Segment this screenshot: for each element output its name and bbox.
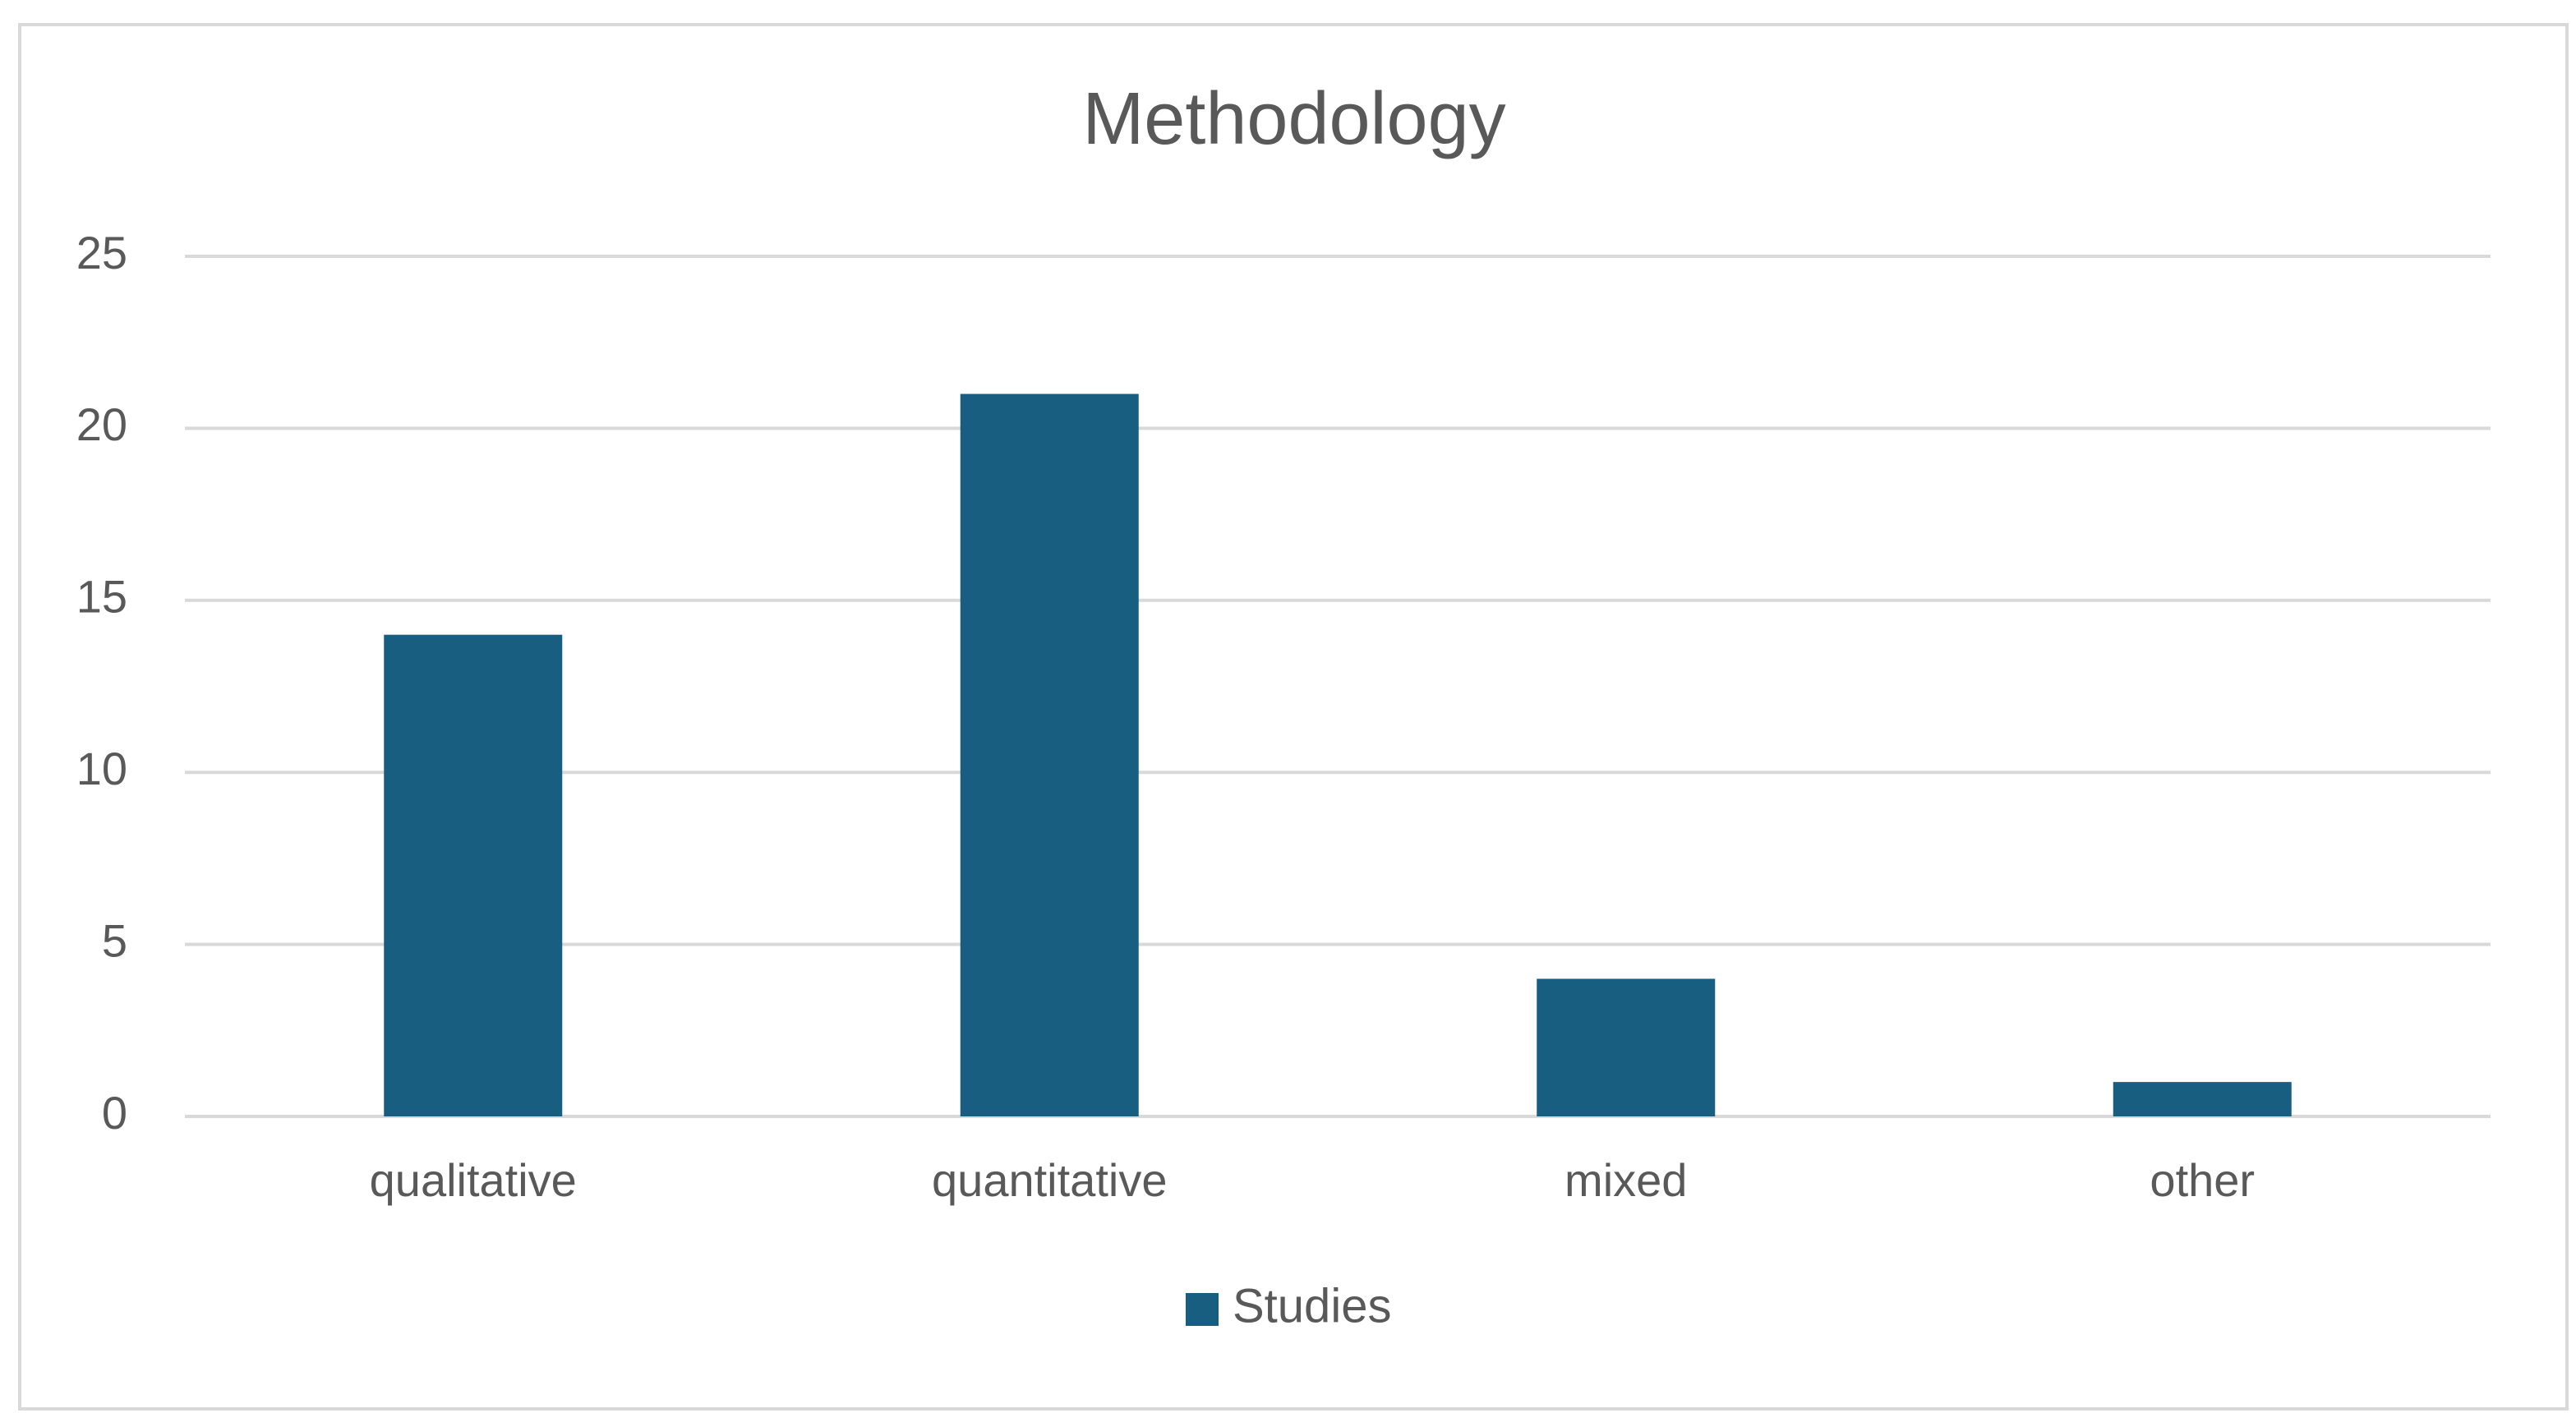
bar	[960, 393, 1139, 1116]
bar	[2113, 1082, 2292, 1116]
y-tick-label: 25	[76, 227, 127, 278]
bar	[384, 634, 563, 1116]
y-tick-label: 15	[76, 571, 127, 623]
x-tick-label: mixed	[1564, 1154, 1687, 1206]
x-tick-label: qualitative	[370, 1154, 577, 1206]
x-tick-label: other	[2150, 1154, 2255, 1206]
chart-title: Methodology	[1082, 78, 1505, 160]
legend-swatch	[1186, 1293, 1219, 1326]
y-tick-label: 20	[76, 398, 127, 450]
bar	[1537, 978, 1716, 1116]
y-tick-label: 0	[102, 1087, 127, 1139]
x-tick-label: quantitative	[932, 1154, 1167, 1206]
y-tick-label: 5	[102, 914, 127, 966]
y-tick-label: 10	[76, 743, 127, 794]
legend-label: Studies	[1233, 1279, 1391, 1332]
